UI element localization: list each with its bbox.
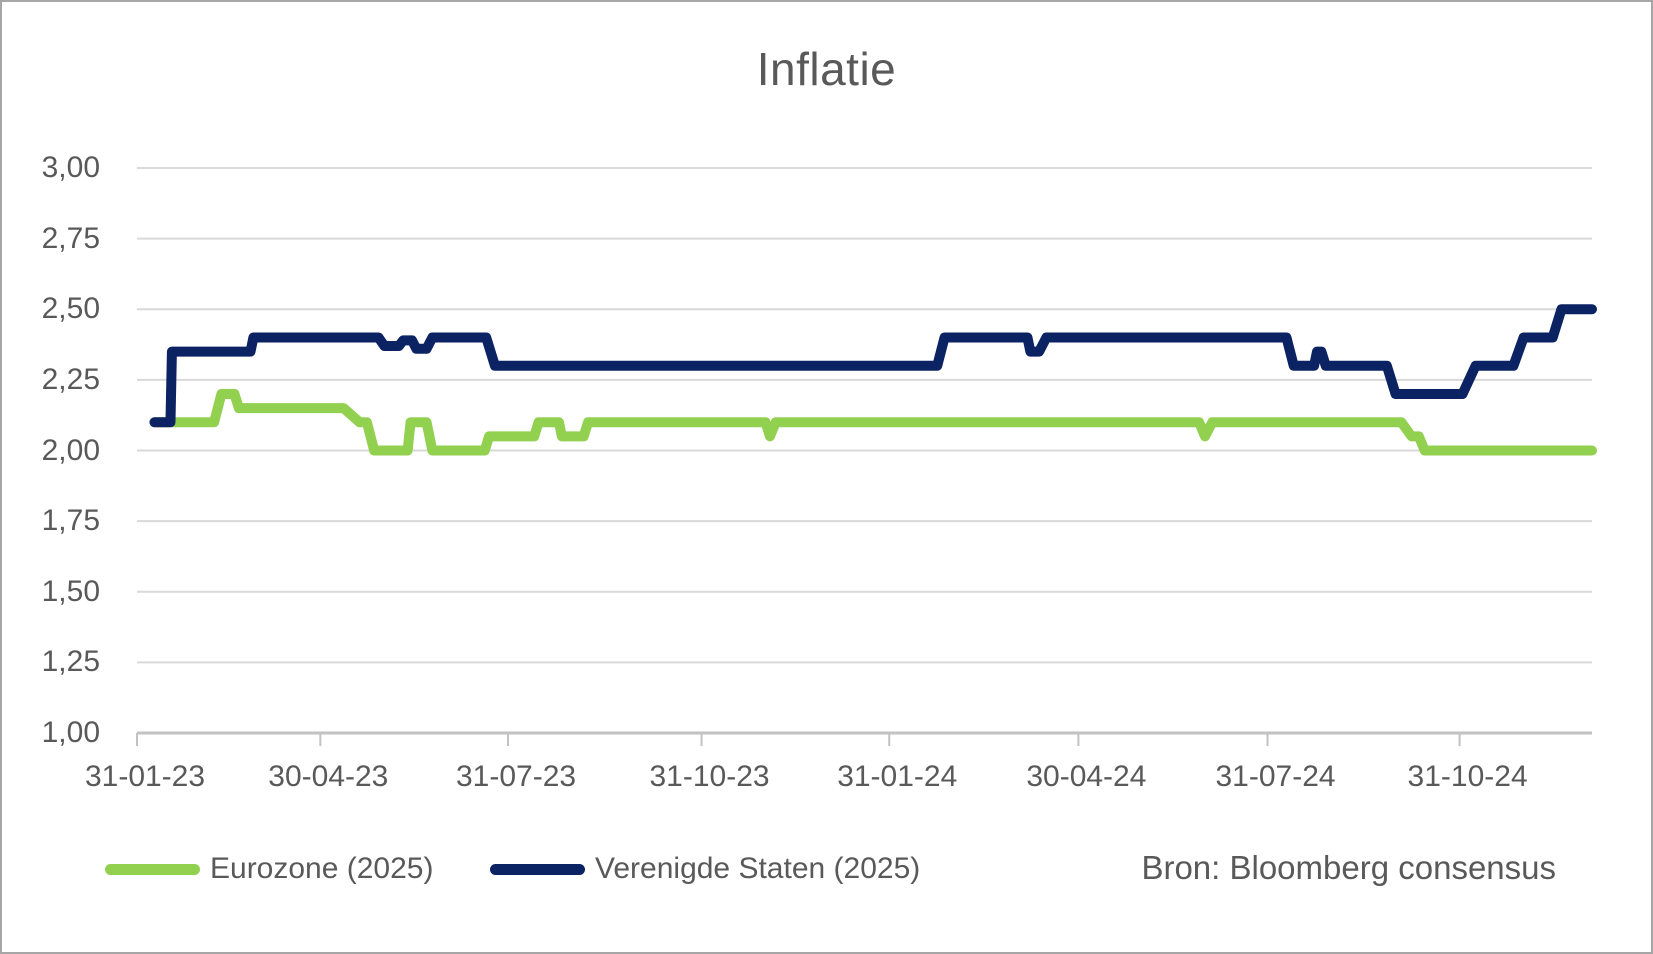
x-tick-label: 31-01-24 [837,760,958,793]
series-line-verenigde-staten-2025- [149,304,1597,428]
x-tick-label: 31-10-24 [1407,760,1528,793]
y-tick-label: 2,00 [41,433,100,467]
legend-item-verenigde-staten: Verenigde Staten (2025) [490,847,920,891]
x-tick-label: 31-10-23 [649,760,770,793]
x-tick-label: 31-07-23 [455,760,577,793]
y-tick-label: 1,25 [41,645,100,679]
legend-item-eurozone: Eurozone (2025) [105,847,433,891]
y-tick-label: 1,00 [41,716,100,749]
series-line-eurozone-2025- [149,389,1597,456]
x-tick-label: 31-01-23 [84,760,206,793]
y-tick-label: 2,25 [41,362,100,396]
y-tick-label: 2,75 [41,221,100,255]
x-tick-label: 30-04-23 [268,760,389,793]
source-note: Bron: Bloomberg consensus [1141,849,1556,886]
y-tick-label: 2,50 [41,292,100,326]
verenigde-staten-line-swatch [490,863,585,875]
y-tick-label: 3,00 [41,151,100,184]
y-tick-label: 1,75 [41,504,100,538]
legend-label-verenigde-staten: Verenigde Staten (2025) [595,852,921,885]
x-tick-label: 30-04-24 [1026,760,1147,793]
legend-label-eurozone: Eurozone (2025) [210,852,434,885]
eurozone-line-swatch [105,863,200,875]
legend: Eurozone (2025) Verenigde Staten (2025) … [2,847,1651,897]
x-tick-label: 31-07-24 [1215,760,1336,793]
chart-title: Inflatie [756,43,897,95]
y-tick-label: 1,50 [41,574,100,608]
